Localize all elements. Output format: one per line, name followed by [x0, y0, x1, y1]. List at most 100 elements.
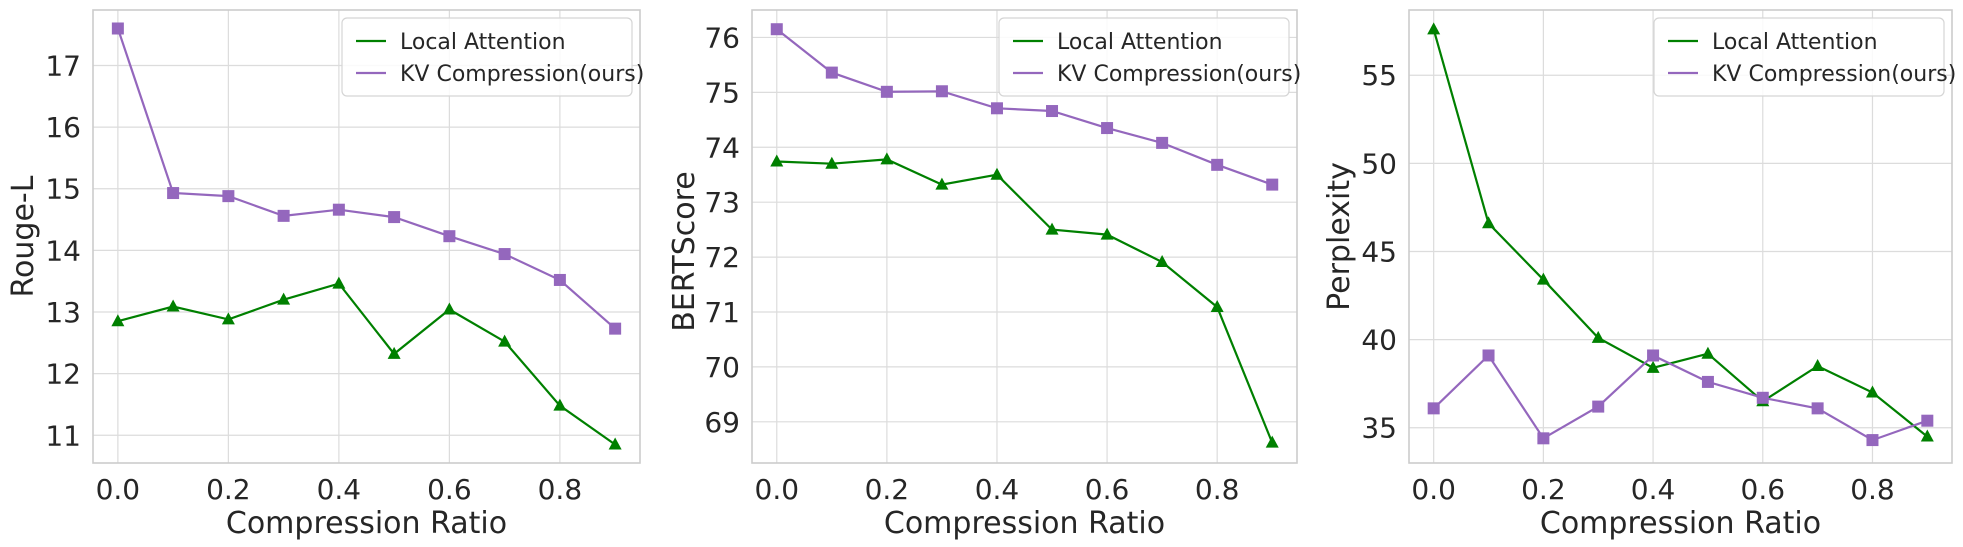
data-point — [1537, 432, 1550, 445]
x-tick-label: 0.6 — [1741, 473, 1786, 506]
data-point — [332, 276, 346, 289]
x-tick-label: 0.2 — [206, 473, 251, 506]
plot-frame — [1408, 9, 1953, 464]
data-point — [825, 66, 838, 79]
series-local-attention — [770, 152, 1279, 448]
data-point — [1266, 178, 1279, 191]
legend-label: Local Attention — [400, 30, 566, 55]
data-point — [277, 292, 291, 305]
legend-label: Local Attention — [1712, 30, 1878, 55]
data-point — [609, 322, 622, 335]
y-tick-label: 17 — [45, 49, 81, 82]
data-point — [1647, 349, 1660, 362]
x-axis-label: Compression Ratio — [226, 506, 507, 541]
x-tick-label: 0.8 — [538, 473, 583, 506]
bertscore-chart: 0.0 0.2 0.4 0.6 0.8 69 70 71 72 73 74 75 76 Compressi… — [667, 9, 1301, 541]
data-point — [770, 23, 783, 36]
y-tick-label: 50 — [1361, 147, 1397, 180]
y-tick-label: 11 — [45, 419, 81, 452]
data-point — [1701, 375, 1714, 388]
series-line — [1432, 353, 1928, 442]
y-tick-label: 69 — [704, 406, 740, 439]
rouge-l-chart: 0.0 0.2 0.4 0.6 0.8 11 12 13 14 15 16 17 Compression… — [6, 9, 644, 541]
series-kv-compression — [111, 22, 622, 335]
data-point — [1100, 227, 1114, 240]
x-tick-label: 0.2 — [865, 473, 910, 506]
y-tick-label: 75 — [704, 76, 740, 109]
data-point — [825, 156, 839, 169]
x-tick-label: 0.6 — [1085, 473, 1130, 506]
data-point — [222, 190, 235, 203]
data-point — [770, 154, 784, 167]
data-point — [111, 314, 125, 327]
series-kv-compression — [1427, 349, 1934, 447]
data-point — [1046, 105, 1059, 118]
data-point — [1811, 359, 1825, 372]
legend: Local Attention KV Compression(ours) — [1653, 17, 1956, 97]
data-point — [221, 312, 235, 325]
data-point — [1045, 222, 1059, 235]
y-axis-label: Rouge-L — [6, 175, 41, 297]
legend-box — [1653, 17, 1945, 97]
series-line — [117, 282, 616, 446]
data-point — [990, 167, 1004, 180]
legend-box — [341, 17, 633, 97]
y-tick-label: 12 — [45, 358, 81, 391]
y-tick-label: 13 — [45, 296, 81, 329]
data-point — [1865, 385, 1879, 398]
series-kv-compression — [770, 23, 1279, 191]
y-tick-label: 45 — [1361, 235, 1397, 268]
data-point — [1536, 272, 1550, 285]
y-tick-label: 55 — [1361, 59, 1397, 92]
series-local-attention — [111, 276, 622, 450]
series-line — [1432, 29, 1928, 438]
x-tick-label: 0.2 — [1521, 473, 1566, 506]
data-point — [1427, 402, 1440, 415]
x-tick-label: 0.4 — [1631, 473, 1676, 506]
data-point — [990, 102, 1003, 115]
data-point — [1156, 136, 1169, 149]
x-axis-label: Compression Ratio — [1540, 506, 1821, 541]
data-point — [387, 346, 401, 359]
data-point — [277, 209, 290, 222]
data-point — [1701, 346, 1715, 359]
data-point — [498, 334, 512, 347]
data-point — [1921, 414, 1934, 427]
x-tick-label: 0.4 — [317, 473, 362, 506]
data-point — [1756, 391, 1769, 404]
legend-label: KV Compression(ours) — [400, 62, 644, 87]
data-point — [443, 230, 456, 243]
data-point — [111, 22, 124, 35]
y-tick-label: 16 — [45, 111, 81, 144]
data-point — [388, 211, 401, 224]
legend-label: KV Compression(ours) — [1712, 62, 1956, 87]
plot-frame — [751, 9, 1298, 464]
y-tick-label: 14 — [45, 234, 81, 267]
y-tick-label: 40 — [1361, 324, 1397, 357]
x-tick-label: 0.6 — [427, 473, 472, 506]
data-point — [1265, 435, 1279, 448]
y-tick-label: 70 — [704, 351, 740, 384]
x-tick-label: 0.4 — [975, 473, 1020, 506]
data-point — [1155, 255, 1169, 268]
legend-label: KV Compression(ours) — [1057, 62, 1301, 87]
y-tick-label: 73 — [704, 186, 740, 219]
y-tick-label: 15 — [45, 173, 81, 206]
series-line — [776, 28, 1273, 186]
data-point — [1592, 400, 1605, 413]
data-point — [880, 85, 893, 98]
data-point — [553, 273, 566, 286]
data-point — [935, 85, 948, 98]
y-tick-label: 76 — [704, 21, 740, 54]
data-point — [1482, 349, 1495, 362]
data-point — [1101, 122, 1114, 135]
x-axis-label: Compression Ratio — [884, 506, 1165, 541]
legend-box — [998, 17, 1290, 97]
y-axis-label: Perplexity — [1322, 162, 1357, 311]
data-point — [442, 302, 456, 315]
series-local-attention — [1427, 22, 1934, 442]
data-point — [498, 248, 511, 261]
y-axis-label: BERTScore — [667, 171, 702, 332]
data-point — [935, 177, 949, 190]
